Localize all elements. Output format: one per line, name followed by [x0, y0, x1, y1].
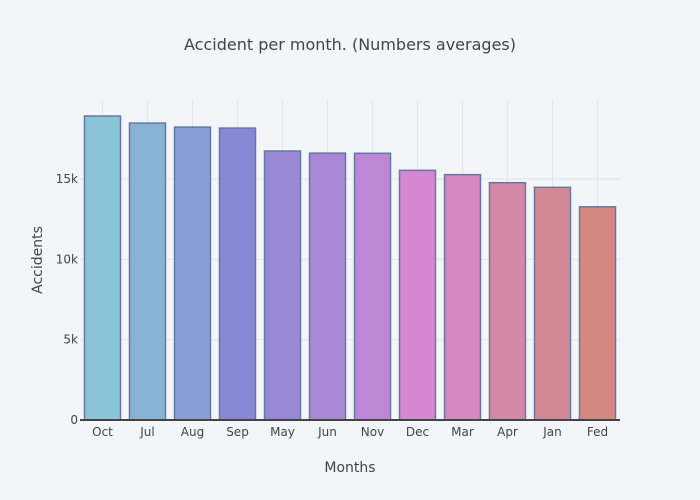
- x-tick-label: Jan: [542, 425, 562, 439]
- bar-fed: [578, 206, 617, 421]
- bar-dec: [398, 169, 437, 421]
- x-tick-label: Mar: [451, 425, 474, 439]
- x-tick-label: Dec: [406, 425, 429, 439]
- x-tick-label: Oct: [92, 425, 113, 439]
- x-tick-label: Fed: [587, 425, 608, 439]
- bar-nov: [353, 152, 392, 421]
- x-tick-label: May: [270, 425, 295, 439]
- chart-title: Accident per month. (Numbers averages): [184, 35, 516, 54]
- x-tick-label: Aug: [181, 425, 204, 439]
- x-tick-labels: Oct Jul Aug Sep May Jun Nov Dec Mar Apr Jan Fed: [92, 425, 608, 439]
- bar-apr: [488, 181, 527, 421]
- bar-jul: [128, 122, 167, 421]
- bar-oct: [83, 115, 122, 421]
- x-tick-label: Jul: [139, 425, 154, 439]
- y-axis-title: Accidents: [30, 226, 46, 294]
- bar-aug: [173, 126, 212, 421]
- x-tick-label: Nov: [361, 425, 384, 439]
- x-tick-label: Jun: [317, 425, 337, 439]
- y-tick-label: 10k: [56, 252, 78, 266]
- bar-sep: [218, 127, 257, 421]
- x-tick-label: Sep: [226, 425, 249, 439]
- x-tick-label: Apr: [497, 425, 518, 439]
- y-tick-labels: 0 5k 10k 15k: [56, 172, 78, 427]
- bar-may: [263, 150, 302, 421]
- y-tick-label: 5k: [63, 333, 78, 347]
- bar-jan: [533, 186, 572, 421]
- bars: [83, 115, 617, 421]
- x-axis-title: Months: [324, 460, 375, 476]
- bar-mar: [443, 173, 482, 421]
- y-tick-label: 0: [70, 413, 78, 427]
- bar-jun: [308, 152, 347, 421]
- y-tick-label: 15k: [56, 172, 78, 186]
